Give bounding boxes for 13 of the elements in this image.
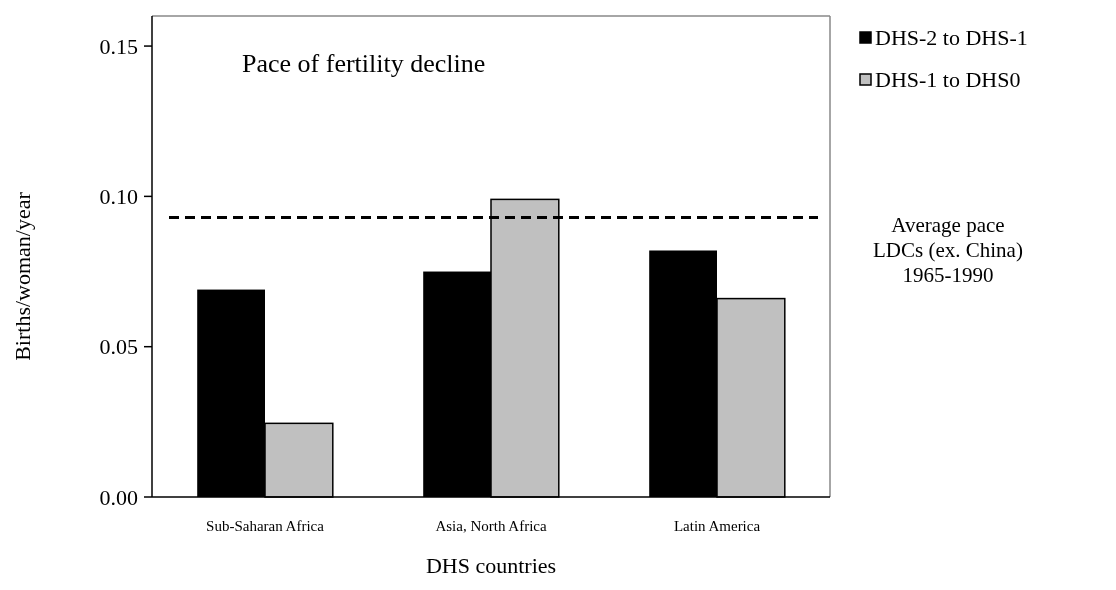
y-tick-label: 0.00 bbox=[99, 484, 138, 510]
x-tick-label: Latin America bbox=[673, 518, 761, 534]
legend-label: DHS-2 to DHS-1 bbox=[875, 25, 1028, 50]
ref-line-label: Average pace LDCs (ex. China) 1965-1990 bbox=[873, 213, 1023, 288]
x-axis-title: DHS countries bbox=[425, 553, 557, 578]
legend-label: DHS-1 to DHS0 bbox=[875, 67, 1021, 92]
y-tick-label: 0.05 bbox=[99, 334, 138, 360]
y-tick-label: 0.15 bbox=[99, 33, 138, 59]
y-tick-label: 0.10 bbox=[99, 184, 138, 210]
y-axis-title: Births/woman/year bbox=[10, 191, 35, 361]
text: Pace of fertility decline bbox=[242, 49, 486, 78]
x-tick-label: Sub-Saharan Africa bbox=[206, 518, 325, 534]
x-tick-label: Asia, North Africa bbox=[435, 518, 547, 534]
